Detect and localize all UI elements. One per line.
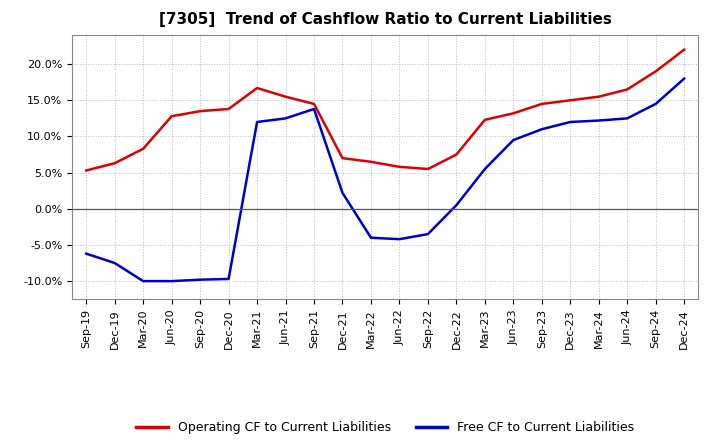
Free CF to Current Liabilities (366, 235, 375, 240)
Free CF to Current Liabilities (225, 276, 233, 282)
Title: [7305]  Trend of Cashflow Ratio to Current Liabilities: [7305] Trend of Cashflow Ratio to Curren… (159, 12, 611, 27)
Free CF to Current Liabilities (423, 231, 432, 237)
Operating CF to Current Liabilities (509, 111, 518, 116)
Free CF to Current Liabilities (623, 116, 631, 121)
Operating CF to Current Liabilities (452, 152, 461, 157)
Free CF to Current Liabilities (452, 202, 461, 208)
Operating CF to Current Liabilities (566, 98, 575, 103)
Free CF to Current Liabilities (310, 106, 318, 112)
Free CF to Current Liabilities (680, 76, 688, 81)
Free CF to Current Liabilities (537, 127, 546, 132)
Operating CF to Current Liabilities (82, 168, 91, 173)
Free CF to Current Liabilities (110, 260, 119, 266)
Operating CF to Current Liabilities (338, 155, 347, 161)
Operating CF to Current Liabilities (225, 106, 233, 112)
Operating CF to Current Liabilities (110, 161, 119, 166)
Free CF to Current Liabilities (566, 119, 575, 125)
Free CF to Current Liabilities (509, 137, 518, 143)
Operating CF to Current Liabilities (480, 117, 489, 122)
Free CF to Current Liabilities (480, 166, 489, 172)
Line: Free CF to Current Liabilities: Free CF to Current Liabilities (86, 79, 684, 281)
Legend: Operating CF to Current Liabilities, Free CF to Current Liabilities: Operating CF to Current Liabilities, Fre… (131, 416, 639, 439)
Operating CF to Current Liabilities (423, 166, 432, 172)
Operating CF to Current Liabilities (282, 94, 290, 99)
Operating CF to Current Liabilities (680, 47, 688, 52)
Free CF to Current Liabilities (282, 116, 290, 121)
Free CF to Current Liabilities (253, 119, 261, 125)
Free CF to Current Liabilities (139, 279, 148, 284)
Free CF to Current Liabilities (82, 251, 91, 256)
Operating CF to Current Liabilities (167, 114, 176, 119)
Operating CF to Current Liabilities (595, 94, 603, 99)
Free CF to Current Liabilities (595, 118, 603, 123)
Free CF to Current Liabilities (167, 279, 176, 284)
Operating CF to Current Liabilities (366, 159, 375, 165)
Operating CF to Current Liabilities (196, 109, 204, 114)
Free CF to Current Liabilities (196, 277, 204, 282)
Operating CF to Current Liabilities (395, 164, 404, 169)
Operating CF to Current Liabilities (623, 87, 631, 92)
Operating CF to Current Liabilities (537, 101, 546, 106)
Free CF to Current Liabilities (652, 101, 660, 106)
Operating CF to Current Liabilities (652, 69, 660, 74)
Free CF to Current Liabilities (338, 190, 347, 195)
Line: Operating CF to Current Liabilities: Operating CF to Current Liabilities (86, 50, 684, 170)
Operating CF to Current Liabilities (310, 101, 318, 106)
Operating CF to Current Liabilities (139, 146, 148, 151)
Free CF to Current Liabilities (395, 237, 404, 242)
Operating CF to Current Liabilities (253, 85, 261, 91)
